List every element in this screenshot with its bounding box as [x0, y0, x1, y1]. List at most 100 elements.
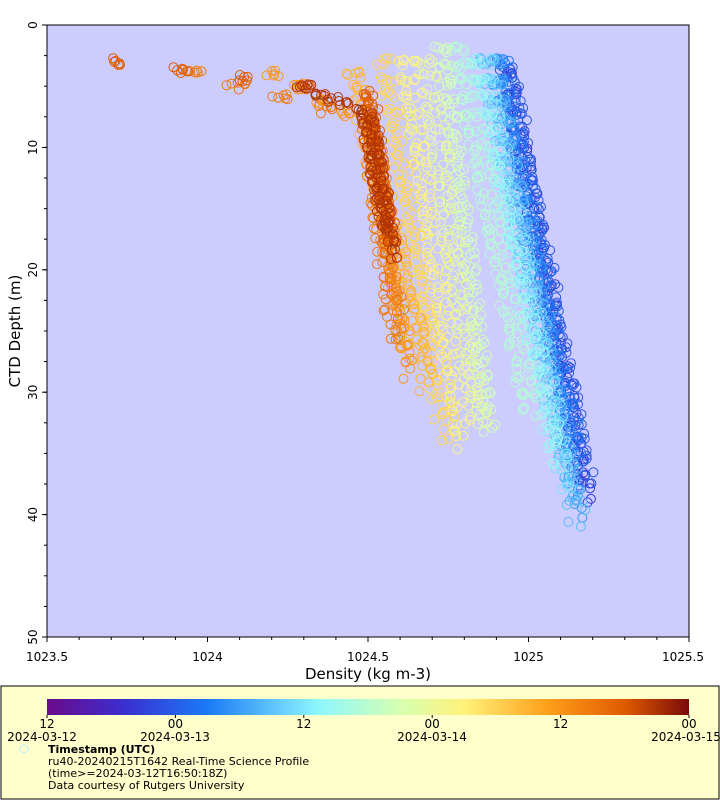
- data-point: [503, 306, 514, 317]
- data-point: [426, 258, 437, 269]
- data-point: [401, 93, 412, 104]
- data-point: [441, 140, 452, 151]
- data-point: [456, 305, 467, 316]
- data-point: [372, 135, 383, 146]
- data-point: [383, 222, 394, 233]
- data-point: [310, 88, 321, 99]
- data-point: [466, 316, 477, 327]
- data-point: [512, 328, 522, 339]
- data-point: [409, 75, 420, 85]
- data-point: [454, 216, 465, 227]
- data-point: [504, 153, 515, 164]
- data-point: [542, 320, 553, 331]
- data-point: [433, 263, 444, 274]
- data-point: [380, 104, 391, 115]
- y-tick-label: 10: [26, 140, 40, 155]
- data-point: [436, 236, 447, 247]
- data-point: [497, 98, 508, 109]
- data-point: [425, 70, 435, 81]
- data-point: [384, 103, 395, 114]
- data-point: [354, 66, 365, 77]
- data-point: [401, 339, 412, 350]
- data-point: [221, 80, 232, 91]
- data-point: [546, 355, 557, 366]
- data-point: [391, 307, 402, 318]
- data-point: [280, 93, 291, 104]
- data-point: [450, 336, 461, 347]
- data-point: [398, 55, 409, 66]
- data-point: [504, 170, 515, 181]
- y-tick-label: 40: [26, 507, 40, 522]
- data-point: [172, 65, 183, 76]
- data-point: [518, 103, 529, 113]
- data-point: [434, 202, 445, 213]
- data-point: [529, 324, 540, 335]
- data-point: [453, 212, 463, 223]
- data-point: [497, 241, 508, 252]
- data-point: [541, 354, 552, 365]
- data-point: [524, 233, 535, 244]
- data-point: [446, 317, 456, 328]
- data-point: [484, 230, 495, 241]
- data-point: [424, 383, 435, 394]
- data-point: [442, 190, 453, 201]
- data-point: [405, 155, 416, 166]
- data-point: [509, 156, 520, 167]
- data-point: [108, 53, 119, 64]
- data-point: [481, 123, 492, 134]
- data-point: [531, 288, 542, 298]
- data-point: [517, 162, 528, 173]
- data-point: [310, 90, 321, 101]
- data-point: [537, 243, 547, 254]
- data-point: [476, 200, 487, 211]
- colorbar-date-label: 2024-03-13: [140, 730, 210, 744]
- data-point: [445, 60, 456, 71]
- data-point: [515, 96, 526, 106]
- data-point: [422, 280, 433, 291]
- data-point: [335, 100, 346, 110]
- data-point: [468, 145, 479, 156]
- data-point: [573, 433, 584, 444]
- data-point: [313, 101, 324, 111]
- data-point: [403, 129, 414, 140]
- data-point: [423, 119, 434, 130]
- data-point: [568, 459, 579, 470]
- data-point: [520, 292, 531, 303]
- data-point: [451, 348, 462, 359]
- data-point: [386, 120, 397, 131]
- data-point: [409, 232, 420, 243]
- data-point: [434, 81, 445, 92]
- data-point: [529, 388, 540, 399]
- data-point: [471, 279, 482, 290]
- data-point: [520, 335, 531, 346]
- data-point: [506, 106, 517, 117]
- data-point: [366, 129, 377, 140]
- data-point: [177, 63, 188, 74]
- data-point: [512, 357, 522, 367]
- data-point: [433, 180, 444, 191]
- y-axis-title: CTD Depth (m): [6, 275, 24, 388]
- data-point: [474, 58, 485, 69]
- data-point: [520, 234, 531, 245]
- data-point: [489, 128, 499, 139]
- data-point: [477, 334, 488, 345]
- data-point: [432, 392, 443, 403]
- data-point: [468, 91, 479, 101]
- data-point: [336, 106, 347, 117]
- data-point: [449, 203, 460, 214]
- data-point: [530, 184, 541, 194]
- data-point: [512, 212, 522, 223]
- data-point: [353, 104, 364, 115]
- data-point: [471, 144, 482, 155]
- data-point: [477, 357, 488, 368]
- data-point: [395, 319, 406, 329]
- data-point: [376, 72, 386, 83]
- data-point: [550, 340, 561, 351]
- data-point: [393, 313, 403, 324]
- data-point: [524, 359, 535, 370]
- data-point: [454, 273, 465, 284]
- data-point: [512, 187, 523, 198]
- y-tick-label: 20: [26, 262, 40, 277]
- data-point: [408, 55, 419, 66]
- data-point: [580, 504, 591, 515]
